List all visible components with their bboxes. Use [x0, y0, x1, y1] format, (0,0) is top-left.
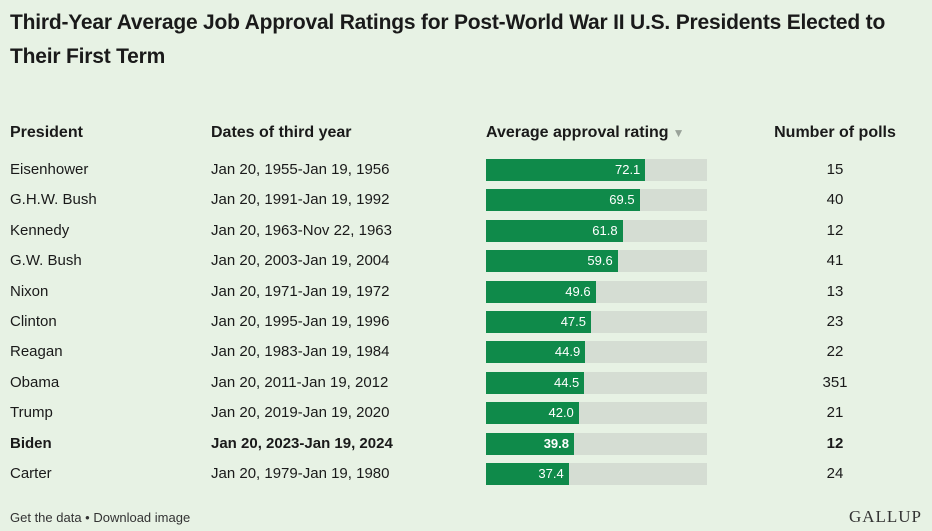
- president-name: Trump: [10, 404, 53, 422]
- president-name: G.H.W. Bush: [10, 191, 97, 209]
- third-year-dates: Jan 20, 2023-Jan 19, 2024: [211, 434, 393, 452]
- approval-bar: [486, 371, 585, 394]
- table-row: Trump Jan 20, 2019-Jan 19, 2020 42.0 21: [0, 398, 932, 428]
- get-data-link[interactable]: Get the data: [10, 510, 82, 525]
- table-row: Biden Jan 20, 2023-Jan 19, 2024 39.8 12: [0, 429, 932, 459]
- president-name: Eisenhower: [10, 161, 89, 178]
- approval-bar-track: 44.5: [486, 371, 707, 394]
- approval-bar: [486, 311, 591, 333]
- third-year-dates: Jan 20, 1979-Jan 19, 1980: [211, 465, 390, 482]
- approval-bar-track: 69.5: [486, 189, 707, 212]
- approval-bar: [486, 280, 596, 303]
- approval-value-label: 44.5: [553, 374, 580, 390]
- approval-bar: [486, 463, 569, 485]
- approval-bar-track: 61.8: [486, 219, 707, 242]
- third-year-dates: Jan 20, 2011-Jan 19, 2012: [211, 373, 389, 391]
- approval-value-label: 61.8: [592, 222, 618, 238]
- footer-separator: •: [81, 510, 94, 525]
- approval-bar: [486, 432, 574, 455]
- download-image-link[interactable]: Download image: [93, 510, 191, 525]
- third-year-dates: Jan 20, 1991-Jan 19, 1992: [211, 191, 390, 209]
- column-header-approval-label: Average approval rating: [486, 124, 669, 141]
- approval-bar: [486, 189, 640, 212]
- table-row: Obama Jan 20, 2011-Jan 19, 2012 44.5 351: [0, 368, 932, 398]
- president-name: Carter: [10, 465, 52, 482]
- approval-bar: [486, 159, 646, 181]
- footer-links: Get the data • Download image: [10, 510, 190, 525]
- gallup-logo: GALLUP: [848, 507, 922, 526]
- president-name: Kennedy: [10, 221, 70, 239]
- approval-value-label: 47.5: [560, 314, 586, 329]
- approval-value-label: 69.5: [609, 192, 635, 208]
- third-year-dates: Jan 20, 2003-Jan 19, 2004: [211, 252, 390, 270]
- number-of-polls: 12: [826, 221, 844, 239]
- column-header-dates: Dates of third year: [211, 124, 352, 141]
- approval-bar-track: 42.0: [486, 402, 707, 425]
- third-year-dates: Jan 20, 1995-Jan 19, 1996: [211, 313, 390, 330]
- approval-bar: [486, 250, 618, 273]
- table-row: G.W. Bush Jan 20, 2003-Jan 19, 2004 59.6 41: [0, 246, 932, 276]
- approval-value-label: 37.4: [538, 466, 564, 481]
- table-row: Clinton Jan 20, 1995-Jan 19, 1996 47.5 23: [0, 307, 932, 337]
- approval-bar: [486, 402, 579, 425]
- number-of-polls: 13: [826, 282, 844, 300]
- column-header-president: President: [10, 124, 83, 141]
- approval-value-label: 44.9: [554, 344, 581, 360]
- approval-bar-track: 72.1: [486, 159, 707, 181]
- approval-bar-track: 39.8: [486, 432, 707, 455]
- approval-bar-track: 47.5: [486, 311, 707, 333]
- table-row: Kennedy Jan 20, 1963-Nov 22, 1963 61.8 12: [0, 216, 932, 246]
- approval-value-label: 39.8: [543, 435, 569, 451]
- number-of-polls: 351: [822, 373, 848, 391]
- approval-bar-track: 59.6: [486, 250, 707, 273]
- number-of-polls: 12: [826, 434, 844, 452]
- approval-value-label: 59.6: [587, 253, 613, 269]
- president-name: Nixon: [10, 282, 49, 300]
- number-of-polls: 23: [826, 313, 844, 330]
- president-name: Obama: [10, 373, 60, 391]
- approval-bar-track: 37.4: [486, 463, 707, 485]
- column-header-approval[interactable]: Average approval rating ▼: [486, 124, 684, 142]
- table-row: Reagan Jan 20, 1983-Jan 19, 1984 44.9 22: [0, 337, 932, 367]
- sort-descending-icon[interactable]: ▼: [672, 126, 685, 140]
- third-year-dates: Jan 20, 1971-Jan 19, 1972: [211, 282, 390, 300]
- number-of-polls: 41: [826, 252, 844, 270]
- number-of-polls: 24: [826, 465, 844, 482]
- approval-bar-track: 44.9: [486, 341, 707, 364]
- third-year-dates: Jan 20, 2019-Jan 19, 2020: [211, 404, 390, 422]
- table-row: Eisenhower Jan 20, 1955-Jan 19, 1956 72.1 1…: [0, 155, 932, 185]
- approval-value-label: 49.6: [565, 283, 591, 299]
- chart-title: Third-Year Average Job Approval Ratings …: [10, 11, 886, 68]
- number-of-polls: 22: [826, 343, 844, 361]
- president-name: Biden: [10, 434, 52, 452]
- third-year-dates: Jan 20, 1955-Jan 19, 1956: [211, 161, 390, 178]
- approval-bar: [486, 219, 623, 242]
- approval-value-label: 42.0: [548, 405, 574, 421]
- president-name: Reagan: [10, 343, 63, 361]
- table-row: Nixon Jan 20, 1971-Jan 19, 1972 49.6 13: [0, 277, 932, 307]
- approval-bar-track: 49.6: [486, 280, 707, 303]
- approval-bar: [486, 341, 586, 364]
- table-row: G.H.W. Bush Jan 20, 1991-Jan 19, 1992 69.5…: [0, 185, 932, 215]
- table-row: Carter Jan 20, 1979-Jan 19, 1980 37.4 24: [0, 459, 932, 489]
- number-of-polls: 15: [826, 161, 844, 178]
- third-year-dates: Jan 20, 1963-Nov 22, 1963: [211, 221, 392, 239]
- approval-value-label: 72.1: [614, 162, 641, 177]
- number-of-polls: 40: [826, 191, 844, 209]
- president-name: Clinton: [10, 313, 57, 330]
- president-name: G.W. Bush: [10, 252, 82, 270]
- third-year-dates: Jan 20, 1983-Jan 19, 1984: [211, 343, 390, 361]
- column-header-polls: Number of polls: [774, 124, 896, 141]
- number-of-polls: 21: [826, 404, 844, 422]
